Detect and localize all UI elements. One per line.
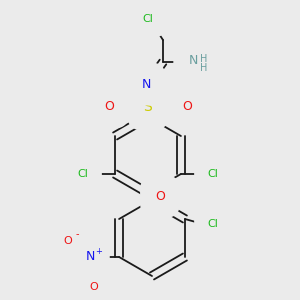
Text: O: O [155, 190, 165, 203]
Text: O: O [104, 100, 114, 113]
Text: N: N [188, 55, 198, 68]
Text: H: H [200, 63, 208, 73]
Text: +: + [96, 247, 103, 256]
Text: Cl: Cl [208, 219, 218, 229]
Text: -: - [75, 229, 79, 239]
Text: S: S [144, 100, 152, 114]
Text: Cl: Cl [78, 169, 88, 179]
Text: O: O [182, 100, 192, 113]
Text: O: O [64, 236, 73, 246]
Text: N: N [85, 250, 95, 263]
Text: O: O [90, 282, 98, 292]
Text: N: N [141, 77, 151, 91]
Text: H: H [200, 54, 208, 64]
Text: Cl: Cl [208, 169, 218, 179]
Text: Cl: Cl [142, 14, 153, 24]
